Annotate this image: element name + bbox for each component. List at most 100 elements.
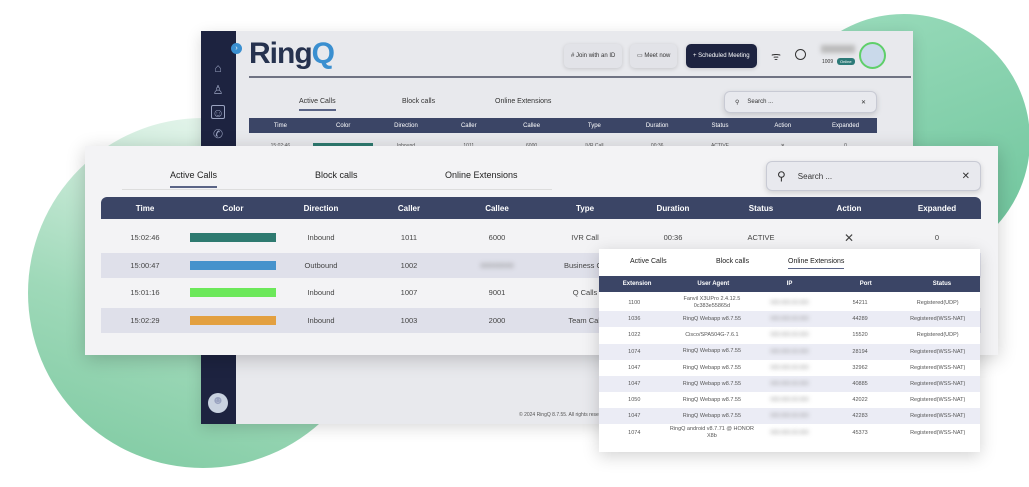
- schedule-label: Scheduled Meeting: [698, 53, 750, 59]
- cell-port: 54211: [852, 300, 868, 306]
- cell-extension: 1074: [628, 348, 641, 355]
- column-header-status: Status: [932, 281, 952, 287]
- column-header-callee: Callee: [523, 122, 541, 129]
- cell-color: [189, 315, 277, 325]
- cell-port: 45373: [852, 429, 868, 436]
- table-row: 1022 Cisco/SPA504G-7.6.1 000.000.00.000 155…: [599, 327, 980, 343]
- column-header-type: Type: [575, 203, 595, 213]
- cell-callee: 00000000: [480, 260, 514, 270]
- tab-block-calls[interactable]: Block calls: [315, 170, 358, 180]
- column-header-caller: Caller: [460, 122, 477, 129]
- cell-color: [189, 288, 277, 297]
- column-header-expanded: Expanded: [917, 203, 957, 213]
- cell-time: 15:02:46: [130, 233, 160, 242]
- avatar[interactable]: ☻: [208, 393, 228, 413]
- cell-user-agent: RingQ android v8.7.71 @ HONOR X8b: [669, 426, 754, 439]
- user-status-badge: Online: [837, 58, 855, 65]
- column-header-time: Time: [135, 203, 155, 213]
- wifi-icon[interactable]: ᯤ: [771, 51, 782, 63]
- notification-icon[interactable]: [795, 49, 806, 60]
- column-header-type: Type: [587, 122, 601, 129]
- user-icon[interactable]: ♙: [212, 83, 224, 97]
- meet-label: Meet now: [644, 53, 671, 59]
- column-header-color: Color: [336, 122, 351, 129]
- clear-icon[interactable]: ✕: [860, 99, 866, 106]
- tab-active-calls[interactable]: Active Calls: [170, 170, 218, 188]
- cell-user-agent: RingQ Webapp w8.7.55: [682, 413, 742, 420]
- column-header-callee: Callee: [485, 203, 509, 213]
- cell-status: Registered(WSS-NAT): [910, 316, 966, 323]
- cell-time: 15:00:47: [130, 260, 160, 270]
- table-row: 1047 RingQ Webapp w8.7.55 000.000.00.000 42…: [599, 408, 980, 425]
- cell-duration: 00:36: [663, 233, 683, 242]
- cell-status: Registered(WSS-NAT): [910, 429, 966, 436]
- cell-extension: 1074: [628, 429, 641, 436]
- cell-status: Registered(WSS-NAT): [910, 413, 966, 420]
- column-header-extension: Extension: [622, 281, 652, 287]
- join-with-id-button[interactable]: # Join with an ID: [564, 44, 623, 68]
- tab-block-calls[interactable]: Block calls: [716, 258, 750, 265]
- tab-active-calls[interactable]: Active Calls: [299, 98, 336, 111]
- cell-ip: 000.000.00.000: [770, 429, 809, 436]
- color-swatch: [190, 288, 276, 297]
- search-input[interactable]: ⚲ Search ... ✕: [766, 161, 981, 191]
- color-swatch: [190, 233, 276, 242]
- column-header-duration: Duration: [656, 203, 690, 213]
- cell-user-agent: Fanvil X3UPro 2.4.12.5 0c383e55865d: [683, 296, 741, 309]
- cell-status: Registered(WSS-NAT): [910, 364, 966, 371]
- cell-time: 15:02:29: [130, 315, 160, 325]
- cell-type: Team Call: [568, 315, 602, 325]
- home-icon[interactable]: ⌂: [214, 61, 222, 75]
- tab-active-calls[interactable]: Active Calls: [630, 258, 667, 265]
- table-row: 1074 RingQ android v8.7.71 @ HONOR X8b 000…: [599, 425, 980, 441]
- cell-caller: 1002: [400, 260, 418, 270]
- header-divider: [249, 76, 911, 78]
- cell-caller: 1007: [400, 288, 418, 297]
- color-swatch: [190, 260, 276, 270]
- cell-extension: 1047: [628, 413, 641, 420]
- cell-type: IVR Call: [571, 233, 599, 242]
- scheduled-meeting-button[interactable]: + Scheduled Meeting: [686, 44, 757, 68]
- footer-copyright: © 2024 RingQ 8.7.55. All rights reserved: [519, 412, 609, 418]
- table-header: Extension User Agent IP Port Status: [599, 276, 980, 292]
- cell-caller: 1011: [400, 233, 418, 242]
- cell-type: Business Ca: [563, 260, 607, 270]
- logo: RingQ: [249, 37, 335, 70]
- cell-status: Registered(WSS-NAT): [910, 397, 966, 404]
- column-header-expanded: Expanded: [832, 122, 860, 129]
- column-header-color: Color: [222, 203, 244, 213]
- color-swatch: [190, 315, 276, 325]
- table-row: 1047 RingQ Webapp w8.7.55 000.000.00.000 32…: [599, 360, 980, 376]
- cell-port: 32962: [852, 364, 868, 371]
- contacts-icon[interactable]: ☺: [211, 105, 225, 120]
- tab-online-extensions[interactable]: Online Extensions: [495, 98, 552, 105]
- cell-user-agent: RingQ Webapp w8.7.55: [682, 380, 742, 387]
- column-header-duration: Duration: [645, 122, 669, 129]
- tab-online-extensions[interactable]: Online Extensions: [445, 170, 518, 180]
- cell-color: [189, 233, 277, 242]
- cell-color: [189, 260, 277, 270]
- cell-direction: Outbound: [304, 260, 338, 270]
- search-input[interactable]: ⚲ Search ... ✕: [724, 91, 877, 113]
- cell-status: ACTIVE: [747, 233, 775, 242]
- cell-port: 42022: [852, 397, 868, 404]
- sidebar-expand-icon[interactable]: ›: [231, 43, 242, 54]
- column-header-port: Port: [859, 281, 872, 287]
- search-placeholder: Search ...: [747, 99, 774, 105]
- hangup-button[interactable]: ✕: [843, 230, 855, 245]
- meet-now-button[interactable]: ▭ Meet now: [630, 44, 678, 68]
- phone-icon[interactable]: ✆: [212, 127, 224, 141]
- cell-status: Registered(WSS-NAT): [910, 348, 966, 355]
- clear-icon[interactable]: ✕: [961, 170, 970, 182]
- cell-callee: 2000: [488, 315, 506, 325]
- tab-block-calls[interactable]: Block calls: [402, 98, 436, 105]
- table-row: 1050 RingQ Webapp w8.7.55 000.000.00.000 42…: [599, 392, 980, 408]
- column-header-time: Time: [273, 122, 287, 129]
- table-header: Time Color Direction Caller Callee Type Durati…: [249, 118, 877, 133]
- user-avatar[interactable]: [859, 42, 886, 69]
- cell-direction: Inbound: [307, 233, 335, 242]
- search-icon: ⚲: [735, 99, 740, 106]
- cell-user-agent: RingQ Webapp w8.7.55: [682, 364, 742, 371]
- cell-callee: 9001: [488, 288, 506, 297]
- tab-online-extensions[interactable]: Online Extensions: [788, 258, 845, 269]
